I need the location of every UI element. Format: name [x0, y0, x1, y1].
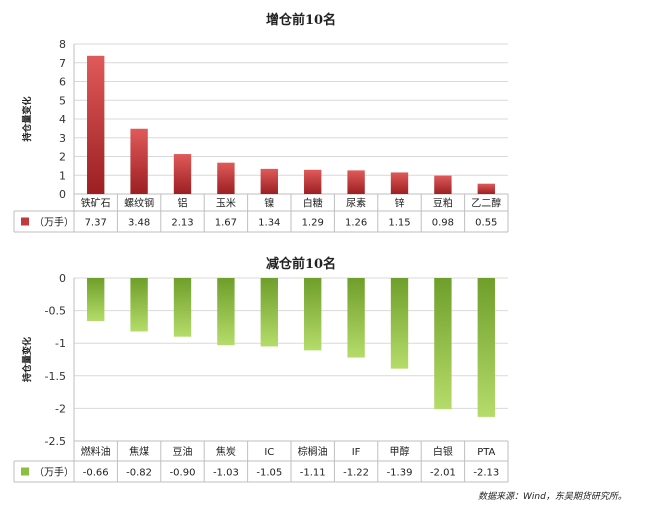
bottom-value-label: -0.66 [83, 468, 109, 479]
top-category-label: 尿素 [346, 197, 366, 210]
top-chart-title: 增仓前10名 [266, 12, 336, 28]
bottom-y-axis-label: 持仓量变化 [21, 337, 33, 382]
top-value-label: 0.98 [432, 218, 454, 229]
top-bar-9 [434, 175, 452, 194]
bottom-value-label: -1.22 [343, 468, 369, 479]
bottom-bar-1 [87, 278, 105, 322]
top-category-label: 铝 [178, 198, 188, 210]
top-value-label: 7.37 [85, 218, 107, 229]
top-ytick-label: 8 [59, 38, 66, 51]
bottom-value-label: -1.03 [213, 468, 239, 479]
top-y-axis-label: 持仓量变化 [21, 96, 33, 141]
top-ytick-label: 5 [59, 94, 66, 107]
top-category-label: 铁矿石 [81, 197, 111, 210]
top-value-label: 0.55 [475, 218, 497, 229]
bottom-ytick-label: 0 [59, 272, 66, 285]
bottom-ytick-label: -0.5 [45, 305, 66, 318]
bottom-category-label: PTA [477, 447, 495, 458]
top-category-label: 螺纹钢 [124, 197, 154, 210]
top-bar-1 [87, 55, 105, 194]
bottom-value-label: -1.11 [300, 468, 326, 479]
top-value-label: 1.15 [388, 218, 410, 229]
top-ytick-label: 3 [59, 132, 66, 145]
bottom-bar-9 [434, 278, 452, 410]
bottom-category-label: 燃料油 [81, 445, 111, 458]
top-bar-5 [260, 168, 278, 194]
bottom-ytick-label: -1.5 [45, 370, 66, 383]
top-bar-4 [217, 162, 235, 194]
bottom-bar-7 [347, 278, 365, 358]
top-category-label: 锌 [395, 197, 405, 210]
top-bar-10 [477, 183, 495, 194]
top-value-label: 1.34 [258, 218, 280, 229]
top-category-label: 乙二醇 [471, 197, 501, 210]
top-bar-3 [173, 154, 192, 194]
top-category-label: 镍 [264, 197, 274, 210]
top-bar-2 [130, 128, 148, 194]
bottom-ytick-label: -1 [55, 337, 66, 350]
top-category-label: 豆粕 [433, 197, 453, 210]
bottom-unit-label: （万手） [34, 466, 74, 479]
top-category-label: 玉米 [216, 197, 236, 210]
bottom-ytick-label: -2 [55, 402, 66, 415]
bottom-value-label: -1.05 [256, 468, 282, 479]
top-legend-swatch [21, 217, 29, 226]
bottom-ytick-label: -2.5 [45, 435, 66, 448]
bottom-category-label: 棕榈油 [298, 445, 328, 458]
top-bar-6 [304, 169, 322, 194]
bottom-bar-10 [477, 278, 495, 417]
top-ytick-label: 4 [59, 113, 66, 126]
top-ytick-label: 1 [59, 169, 66, 182]
bottom-category-label: 焦煤 [129, 445, 149, 458]
top-value-label: 1.29 [302, 218, 324, 229]
source-note: 数据来源：Wind，东吴期货研究所。 [478, 491, 627, 502]
bottom-category-label: IF [352, 447, 361, 458]
top-value-label: 1.26 [345, 218, 367, 229]
top-ytick-label: 6 [59, 76, 66, 89]
top-ytick-label: 7 [59, 57, 66, 70]
bottom-value-label: -2.01 [430, 468, 456, 479]
bottom-value-label: -2.13 [473, 468, 499, 479]
bottom-bar-5 [260, 278, 278, 347]
bottom-category-label: 甲醇 [390, 445, 410, 458]
top-bar-8 [390, 172, 409, 194]
bottom-bar-4 [217, 278, 235, 346]
top-value-label: 1.67 [215, 218, 237, 229]
top-ytick-label: 0 [59, 188, 66, 201]
bottom-category-label: 白银 [433, 445, 453, 458]
top-value-label: 2.13 [171, 218, 193, 229]
bottom-bar-3 [173, 278, 192, 337]
bottom-value-label: -1.39 [387, 468, 413, 479]
bottom-bar-8 [390, 278, 409, 369]
bottom-category-label: 焦炭 [216, 445, 236, 458]
top-bar-7 [347, 170, 365, 194]
top-unit-label: （万手） [34, 216, 74, 229]
top-category-label: 白糖 [303, 197, 323, 210]
bottom-bar-6 [304, 278, 322, 351]
bottom-category-label: 豆油 [173, 445, 193, 458]
bottom-value-label: -0.82 [126, 468, 152, 479]
bottom-chart-title: 减仓前10名 [266, 256, 336, 272]
top-value-label: 3.48 [128, 218, 150, 229]
bottom-legend-swatch [21, 467, 29, 476]
bottom-category-label: IC [264, 447, 274, 458]
top-ytick-label: 2 [59, 151, 66, 164]
bottom-value-label: -0.90 [170, 468, 196, 479]
bottom-bar-2 [130, 278, 148, 332]
